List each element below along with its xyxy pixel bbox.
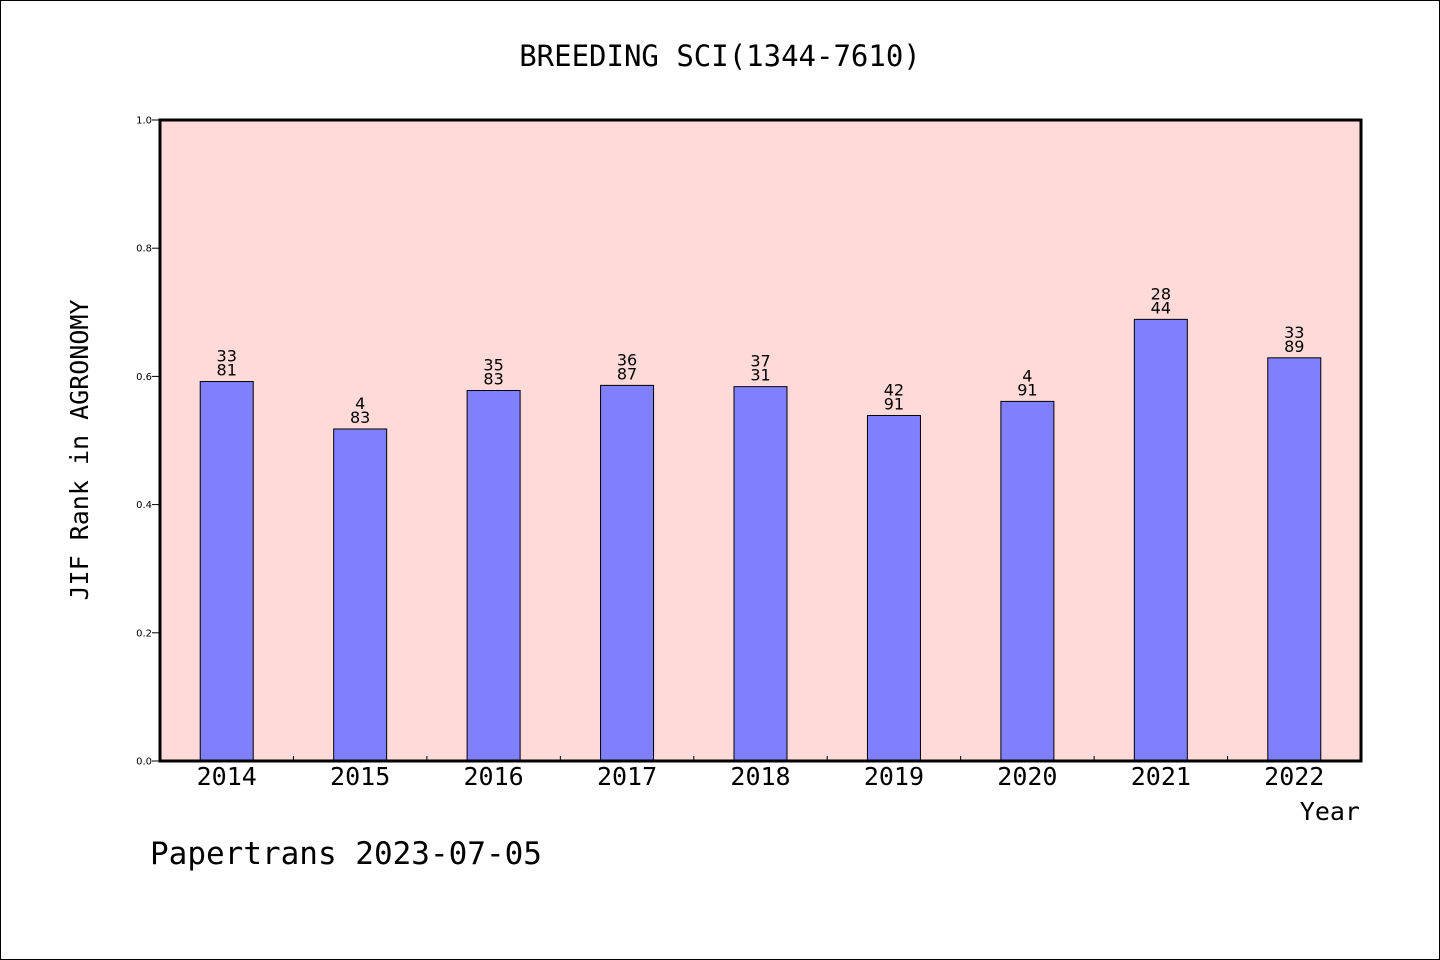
bar-rank-label: 33 [1284, 323, 1304, 342]
bar-series [199, 318, 1322, 762]
y-axis-label: JIF Rank in AGRONOMY [65, 299, 94, 600]
bar-rank-label: 42 [884, 381, 904, 400]
bar-rank-label: 35 [483, 356, 503, 375]
bar-total-label: 89 [1284, 337, 1304, 356]
bar-2020 [1000, 400, 1055, 762]
x-tick-label: 2021 [1131, 762, 1191, 791]
x-tick-label: 2018 [730, 762, 790, 791]
bar-2021 [1133, 318, 1188, 762]
y-tick-label: 0.8 [136, 244, 152, 255]
bar-total-label: 83 [483, 370, 503, 389]
y-tick-label: 0.6 [136, 372, 152, 383]
y-tick-label: 1.0 [136, 116, 152, 127]
footer-credit: Papertrans 2023-07-05 [150, 836, 542, 872]
bar-total-label: 91 [884, 395, 904, 414]
x-tick-label: 2019 [864, 762, 924, 791]
bar-2014 [199, 381, 254, 762]
bar-total-label: 31 [750, 366, 770, 385]
x-tick-label: 2016 [464, 762, 524, 791]
bar-total-label: 91 [1017, 380, 1037, 399]
bar-rank-label: 28 [1151, 284, 1171, 303]
y-tick-label: 0.2 [136, 628, 152, 639]
bar-2016 [466, 390, 521, 762]
plot-frame [158, 118, 1363, 763]
y-tick-label: 0.4 [136, 500, 152, 511]
bar-total-label: 44 [1151, 298, 1171, 317]
x-tick-label: 2015 [330, 762, 390, 791]
bar-2019 [866, 415, 921, 762]
bar-total-label: 83 [350, 408, 370, 427]
bar-2018 [733, 386, 788, 762]
bar-rank-label: 33 [217, 347, 237, 366]
bar-2017 [600, 384, 655, 762]
bar-rank-label: 37 [750, 352, 770, 371]
bar-rank-label: 36 [617, 350, 637, 369]
bar-rank-label: 4 [1022, 366, 1032, 385]
x-axis-label: Year [1300, 797, 1360, 826]
bar-rank-label: 4 [355, 394, 365, 413]
x-tick-label: 2022 [1264, 762, 1324, 791]
x-tick-label: 2014 [197, 762, 257, 791]
bar-2015 [333, 428, 388, 762]
x-axis: 2014 2015 2016 2017 2018 2019 2020 2021 2022 [197, 756, 1324, 791]
x-tick-label: 2020 [997, 762, 1057, 791]
bar-total-label: 81 [217, 361, 237, 380]
x-tick-label: 2017 [597, 762, 657, 791]
bar-2022 [1267, 357, 1322, 762]
y-tick-label: 0.0 [136, 757, 152, 768]
bar-total-label: 87 [617, 364, 637, 383]
chart-title: BREEDING SCI(1344-7610) [519, 39, 921, 73]
